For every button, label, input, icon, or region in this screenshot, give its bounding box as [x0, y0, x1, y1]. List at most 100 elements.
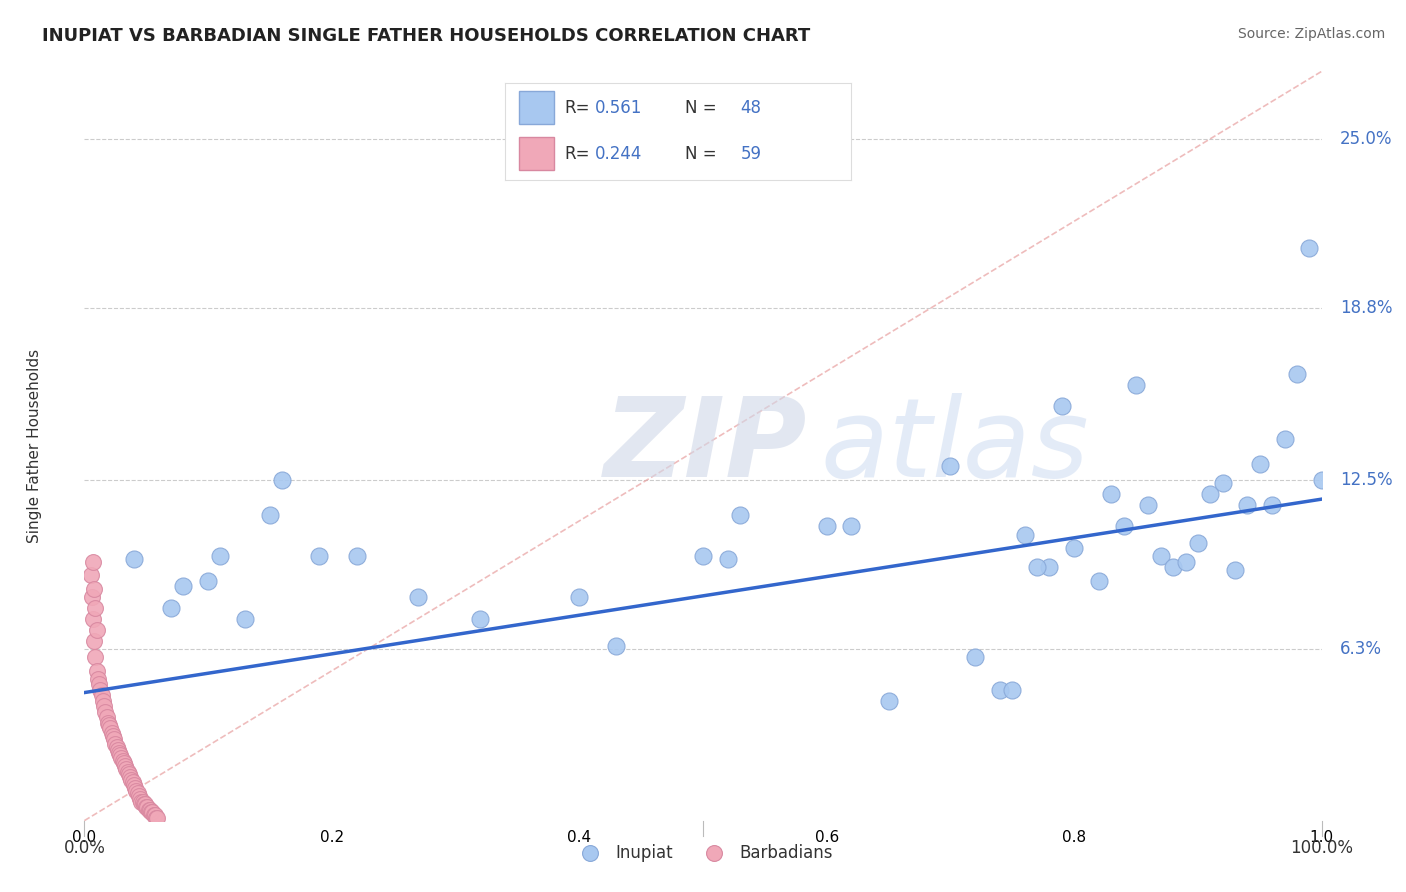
Point — [135, 800, 157, 814]
Point — [91, 694, 114, 708]
Point — [988, 682, 1011, 697]
Point — [717, 552, 740, 566]
Point — [605, 640, 627, 654]
Point — [118, 767, 141, 781]
Point — [115, 762, 138, 776]
Point — [105, 740, 128, 755]
Text: 25.0%: 25.0% — [1340, 130, 1393, 148]
Point — [1150, 549, 1173, 564]
Point — [939, 459, 962, 474]
Text: 18.8%: 18.8% — [1340, 300, 1393, 318]
Point — [142, 808, 165, 822]
Point — [271, 473, 294, 487]
Point — [1298, 242, 1320, 256]
Text: INUPIAT VS BARBADIAN SINGLE FATHER HOUSEHOLDS CORRELATION CHART: INUPIAT VS BARBADIAN SINGLE FATHER HOUSE… — [42, 27, 810, 45]
Point — [87, 672, 110, 686]
Point — [1261, 498, 1284, 512]
Text: 0.0%: 0.0% — [63, 839, 105, 857]
Point — [259, 508, 281, 523]
Point — [122, 552, 145, 566]
Point — [86, 623, 108, 637]
Point — [120, 770, 142, 784]
Point — [568, 591, 591, 605]
Point — [1285, 367, 1308, 381]
Point — [131, 795, 153, 809]
Point — [98, 718, 121, 732]
Text: 100.0%: 100.0% — [1291, 839, 1353, 857]
Point — [141, 805, 163, 820]
Point — [94, 705, 117, 719]
Point — [172, 579, 194, 593]
Text: ZIP: ZIP — [605, 392, 807, 500]
Point — [139, 803, 162, 817]
Point — [108, 746, 131, 760]
Point — [96, 710, 118, 724]
Point — [114, 759, 136, 773]
Point — [127, 786, 149, 800]
Point — [145, 811, 167, 825]
Point — [89, 682, 111, 697]
Point — [111, 754, 134, 768]
Point — [79, 568, 101, 582]
Point — [146, 811, 169, 825]
Point — [83, 633, 105, 648]
Point — [1088, 574, 1111, 588]
Point — [143, 808, 166, 822]
Point — [877, 694, 900, 708]
Point — [965, 650, 987, 665]
Point — [1063, 541, 1085, 556]
Point — [346, 549, 368, 564]
Point — [90, 688, 112, 702]
Text: atlas: atlas — [821, 392, 1090, 500]
Point — [160, 601, 183, 615]
Point — [110, 748, 132, 763]
Point — [100, 726, 122, 740]
Point — [82, 612, 104, 626]
Point — [121, 775, 143, 789]
Point — [1187, 535, 1209, 549]
Point — [728, 508, 751, 523]
Point — [84, 601, 107, 615]
Point — [1014, 527, 1036, 541]
Point — [841, 519, 863, 533]
Point — [84, 650, 107, 665]
Point — [1125, 377, 1147, 392]
Point — [110, 751, 132, 765]
Point — [103, 731, 125, 746]
Point — [80, 591, 103, 605]
Point — [1112, 519, 1135, 533]
Point — [93, 699, 115, 714]
Point — [117, 764, 139, 779]
Point — [138, 803, 160, 817]
Text: Source: ZipAtlas.com: Source: ZipAtlas.com — [1237, 27, 1385, 41]
Point — [1099, 486, 1122, 500]
Point — [98, 721, 121, 735]
Point — [1212, 475, 1234, 490]
Point — [1310, 473, 1333, 487]
Point — [136, 800, 159, 814]
Point — [1236, 498, 1258, 512]
Legend: Inupiat, Barbadians: Inupiat, Barbadians — [567, 838, 839, 869]
Point — [101, 729, 124, 743]
Point — [1137, 498, 1160, 512]
Point — [1050, 400, 1073, 414]
Point — [82, 555, 104, 569]
Point — [1174, 555, 1197, 569]
Point — [125, 783, 148, 797]
Point — [233, 612, 256, 626]
Point — [815, 519, 838, 533]
Point — [470, 612, 492, 626]
Point — [122, 778, 145, 792]
Point — [692, 549, 714, 564]
Point — [1026, 560, 1049, 574]
Text: 12.5%: 12.5% — [1340, 471, 1393, 489]
Point — [97, 715, 120, 730]
Point — [128, 789, 150, 804]
Point — [83, 582, 105, 596]
Point — [129, 795, 152, 809]
Point — [1199, 486, 1222, 500]
Point — [197, 574, 219, 588]
Point — [86, 664, 108, 678]
Point — [104, 737, 127, 751]
Point — [129, 792, 152, 806]
